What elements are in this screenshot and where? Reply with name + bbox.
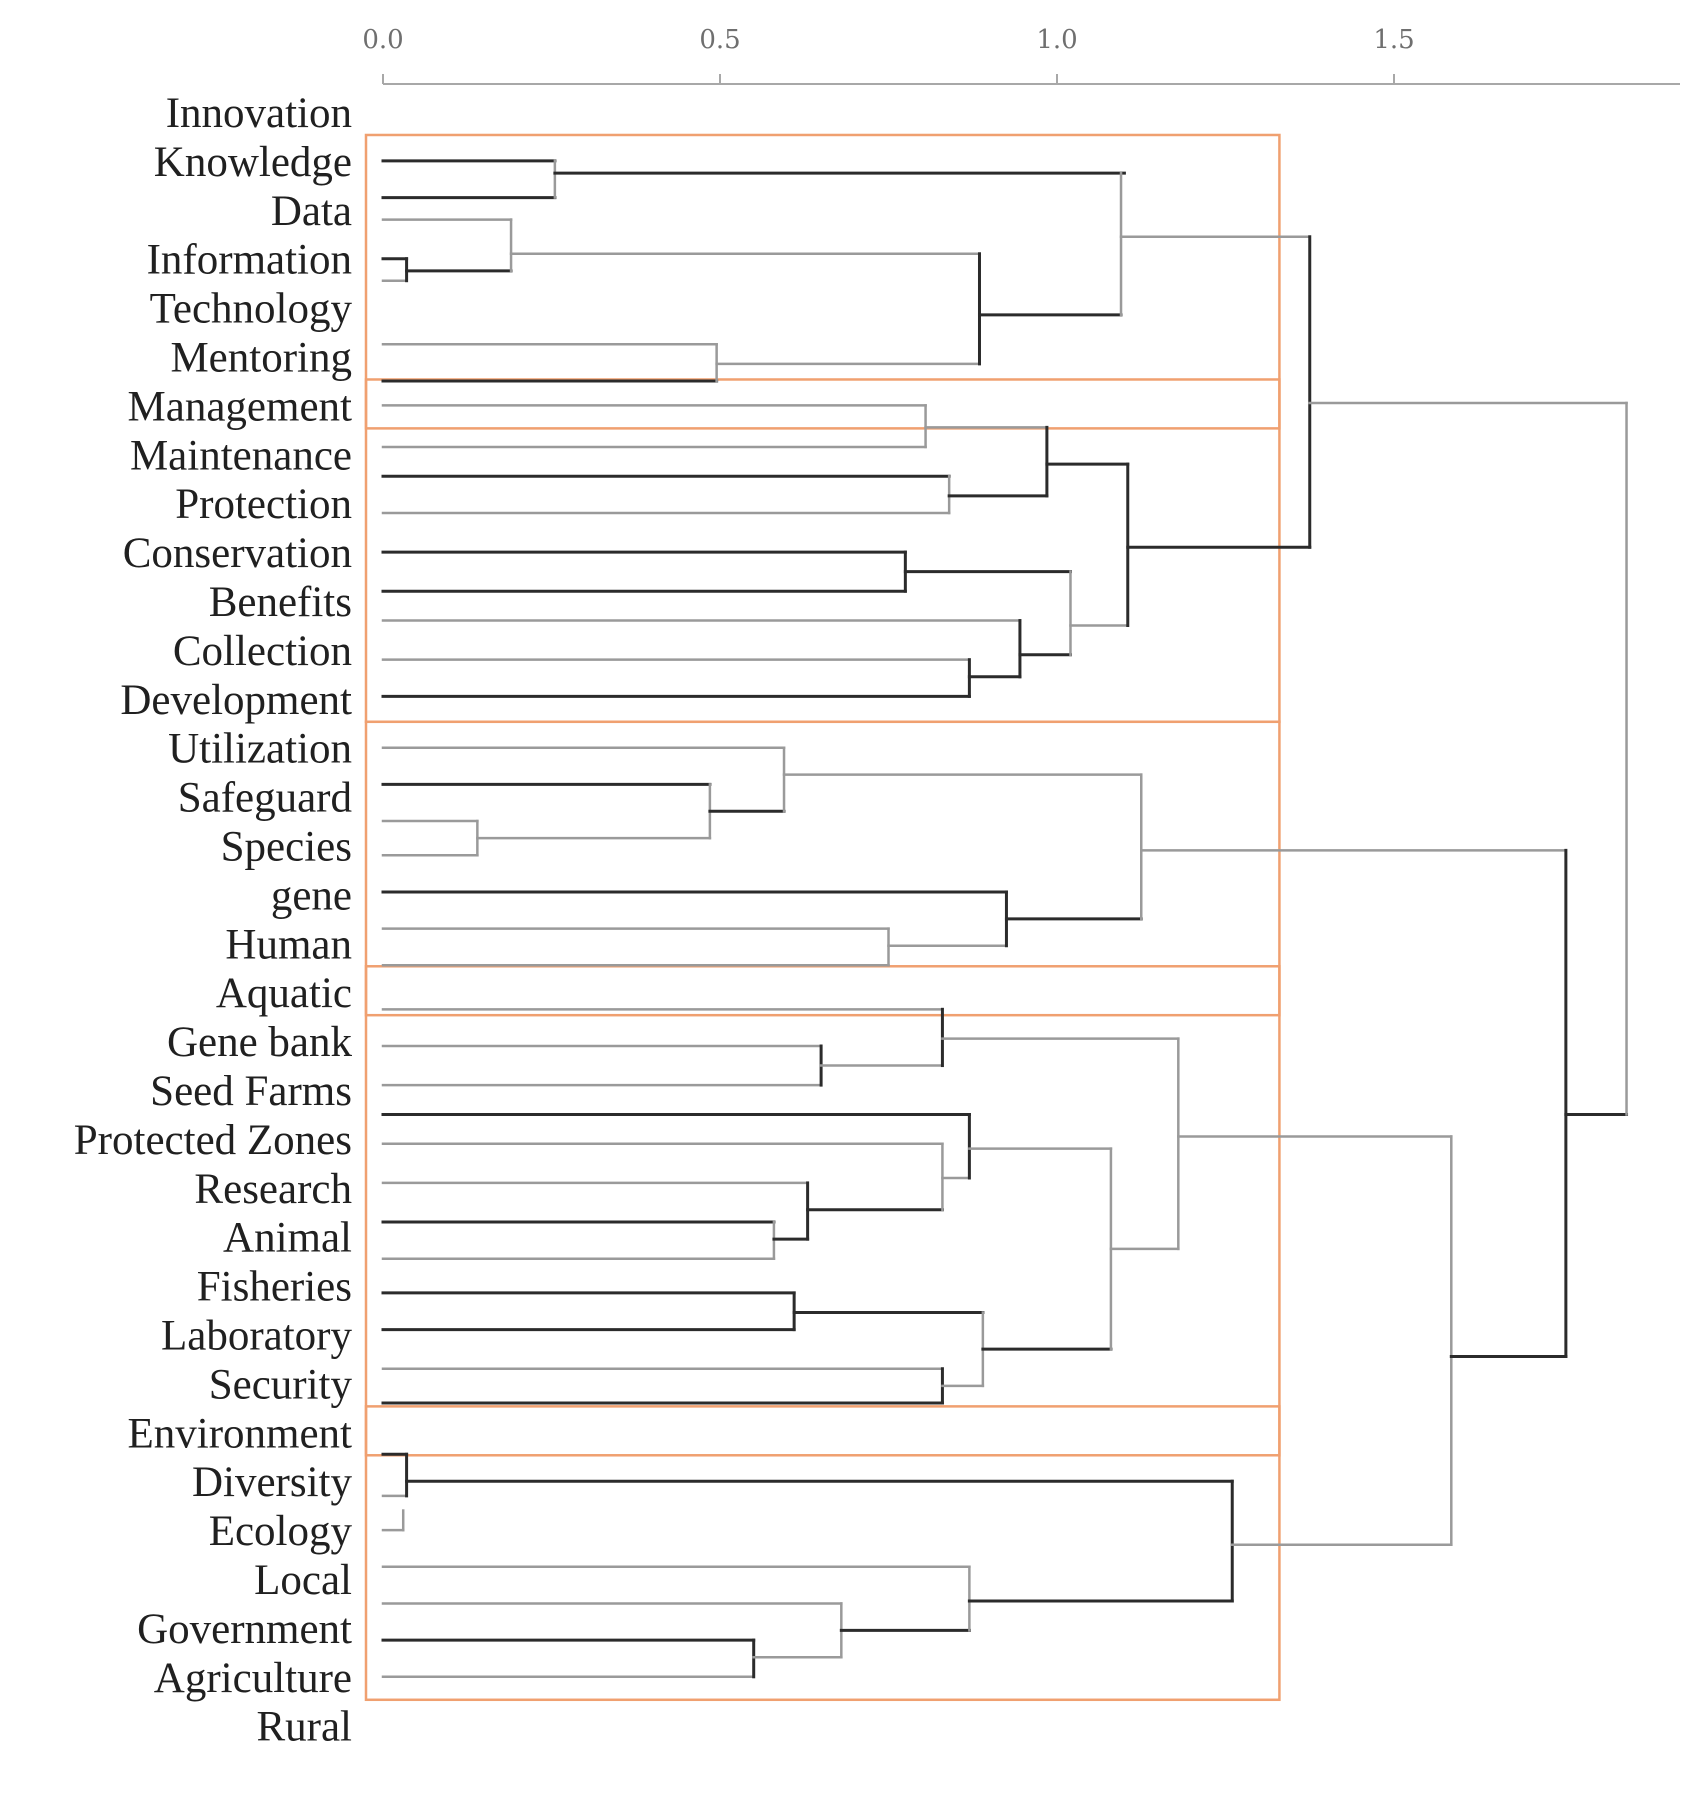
leaf-label: Research (194, 1166, 352, 1213)
leaf-label: Seed Farms (150, 1068, 352, 1115)
leaf-label: Conservation (123, 530, 352, 577)
leaf-label: Species (221, 824, 352, 871)
leaf-label: Mentoring (170, 335, 352, 382)
leaf-label: Local (254, 1557, 352, 1604)
leaf-label: Government (137, 1606, 352, 1653)
x-tick-label: 1.5 (1373, 25, 1414, 55)
leaf-label: Human (225, 921, 352, 968)
leaf-label: Information (147, 237, 352, 284)
x-tick-label: 1.0 (1036, 25, 1077, 55)
leaf-label: Environment (127, 1410, 352, 1457)
leaf-label: Innovation (166, 90, 352, 137)
leaf-label: Development (120, 677, 352, 724)
cluster-box (364, 720, 1281, 1017)
dendrogram-links (381, 159, 1629, 1679)
leaf-label: Maintenance (130, 432, 352, 479)
leaf-label: Protection (175, 481, 352, 528)
leaf-label: gene (271, 872, 352, 919)
leaf-label: Aquatic (216, 970, 352, 1017)
leaf-label: Utilization (168, 726, 352, 773)
leaf-label: Technology (150, 286, 353, 333)
x-tick-label: 0.0 (362, 25, 403, 55)
leaf-label: Gene bank (167, 1019, 353, 1066)
cluster-box (364, 1405, 1281, 1702)
leaf-label: Ecology (209, 1508, 353, 1555)
leaf-label: Management (128, 383, 353, 430)
cluster-box (364, 133, 1281, 430)
leaf-label: Protected Zones (74, 1117, 352, 1164)
leaf-labels: InnovationKnowledgeDataInformationTechno… (74, 90, 353, 1751)
leaf-label: Benefits (209, 579, 352, 626)
leaf-label: Collection (173, 628, 352, 675)
leaf-label: Knowledge (154, 139, 352, 186)
leaf-label: Data (271, 188, 352, 235)
x-axis: 0.0 0.5 1.0 1.5 (362, 25, 1680, 85)
leaf-label: Diversity (192, 1459, 353, 1506)
leaf-label: Rural (256, 1704, 352, 1751)
leaf-label: Fisheries (197, 1264, 352, 1311)
leaf-label: Laboratory (161, 1313, 353, 1360)
x-tick-label: 0.5 (699, 25, 740, 55)
leaf-label: Safeguard (178, 775, 352, 822)
leaf-label: Security (209, 1361, 353, 1408)
leaf-label: Agriculture (154, 1655, 352, 1702)
leaf-label: Animal (223, 1215, 352, 1262)
